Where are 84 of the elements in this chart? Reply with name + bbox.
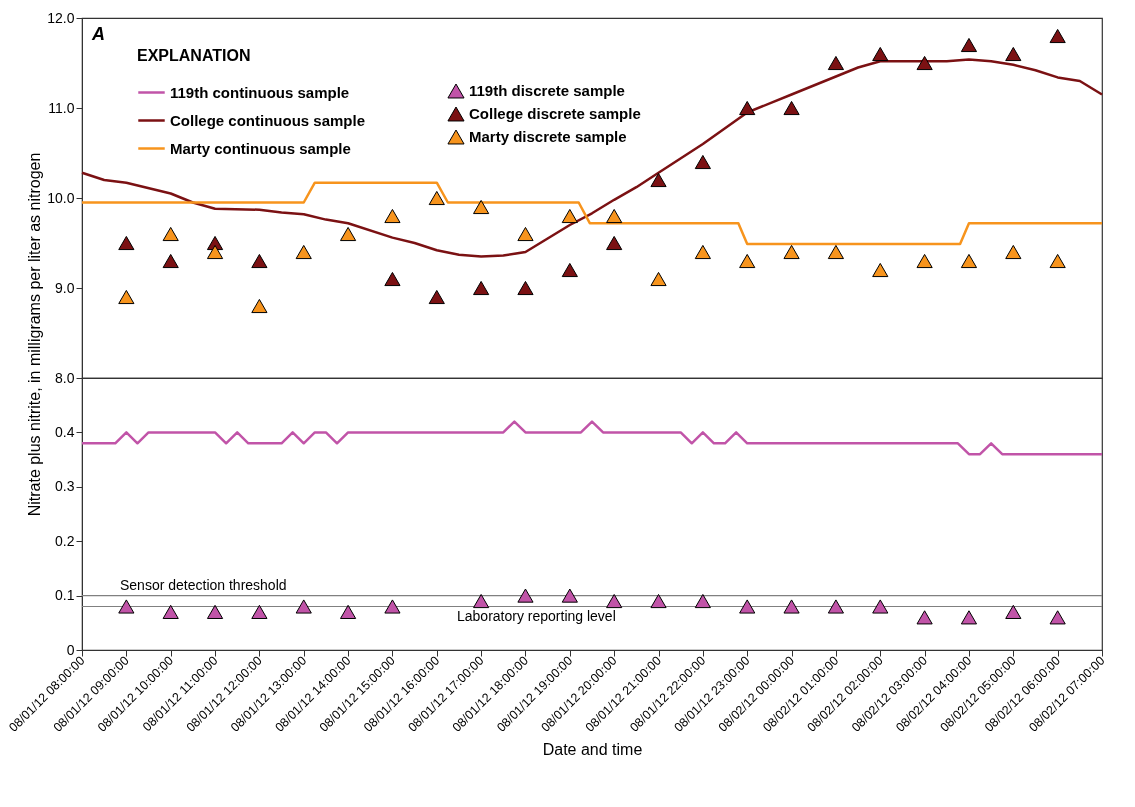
point [1005, 46, 1022, 62]
point [340, 226, 357, 242]
point [783, 244, 800, 260]
legend-label: Marty continuous sample [170, 139, 351, 157]
y-axis-title: Nitrate plus nitrite, in milligrams per liter as nitrogen [26, 152, 44, 517]
point [295, 244, 312, 260]
point [118, 599, 135, 614]
y-tick-label: 10.0 [47, 189, 75, 206]
y-tick-label: 0.4 [55, 423, 75, 440]
point [162, 226, 179, 242]
legend-label: 119th discrete sample [469, 82, 625, 99]
point [384, 271, 401, 287]
y-tick-label: 0 [66, 641, 75, 658]
point [428, 190, 445, 206]
point [650, 271, 667, 287]
point [916, 253, 933, 269]
point [1005, 604, 1022, 619]
point [960, 610, 978, 625]
legend-label: College continuous sample [170, 111, 366, 129]
point [916, 55, 933, 71]
point [916, 610, 933, 625]
point [694, 244, 711, 260]
point [118, 289, 135, 305]
y-tick-label: 9.0 [55, 279, 75, 296]
point [1049, 253, 1066, 269]
point [872, 46, 889, 62]
point [473, 199, 490, 215]
point [251, 253, 268, 269]
point [606, 208, 623, 224]
point [517, 588, 534, 603]
point [783, 100, 800, 116]
y-tick-label: 12.0 [47, 9, 75, 26]
annotation: A [91, 24, 105, 44]
point [473, 593, 490, 609]
point [739, 599, 756, 614]
point [251, 604, 268, 619]
point [606, 235, 623, 251]
legend-label: 119th continuous sample [170, 83, 350, 101]
point [694, 593, 711, 609]
point [118, 235, 135, 251]
point [1005, 244, 1022, 260]
point [295, 599, 312, 614]
point [206, 244, 224, 260]
point [1049, 610, 1066, 625]
y-tick-label: 11.0 [48, 99, 75, 116]
legend-title: EXPLANATION [137, 47, 251, 64]
point [739, 100, 756, 116]
point [606, 593, 623, 609]
point [694, 154, 711, 170]
point [739, 253, 756, 269]
point [827, 599, 844, 614]
point [561, 208, 578, 224]
legend-label: Marty discrete sample [469, 128, 627, 145]
point [827, 55, 844, 71]
point [517, 280, 534, 296]
point [650, 593, 667, 609]
point [162, 604, 179, 619]
x-axis-title: Date and time [542, 741, 643, 759]
point [960, 37, 978, 53]
y-tick-label: 0.3 [55, 478, 75, 495]
point [650, 172, 667, 188]
ref-line-label: Sensor detection threshold [120, 576, 287, 593]
point [1049, 28, 1066, 44]
point [872, 599, 889, 614]
y-tick-label: 0.1 [55, 587, 75, 604]
point [473, 280, 490, 296]
point [872, 262, 889, 278]
point [340, 604, 357, 619]
ref-line-label: Laboratory reporting level [457, 608, 616, 625]
point [206, 604, 224, 619]
y-tick-label: 8.0 [55, 369, 75, 386]
point [783, 599, 800, 614]
y-tick-label: 0.2 [55, 532, 75, 549]
point [827, 244, 844, 260]
point [561, 588, 578, 603]
point [561, 262, 578, 278]
point [251, 298, 268, 314]
point [517, 226, 534, 242]
point [428, 289, 445, 305]
point [384, 208, 401, 224]
point [960, 253, 978, 269]
legend-label: College discrete sample [469, 105, 641, 122]
point [162, 253, 179, 269]
point [384, 599, 401, 614]
